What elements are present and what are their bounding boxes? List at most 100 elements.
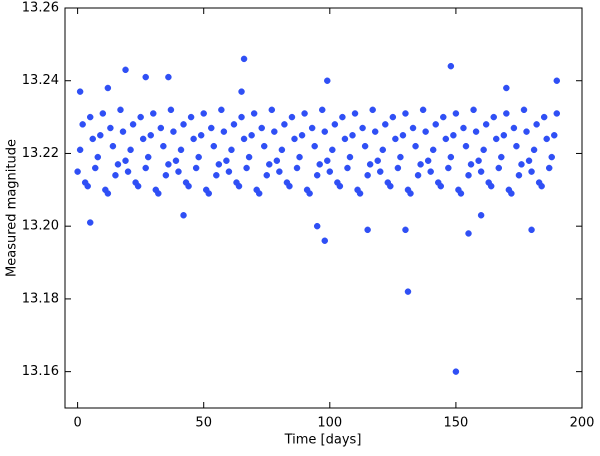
point xyxy=(402,110,409,117)
point xyxy=(213,172,220,179)
point xyxy=(298,132,306,139)
point xyxy=(472,128,480,135)
point xyxy=(455,186,462,194)
point xyxy=(268,106,276,114)
point xyxy=(92,164,99,172)
point xyxy=(114,161,122,168)
point xyxy=(397,153,404,161)
point xyxy=(132,179,139,186)
point xyxy=(127,146,134,154)
point xyxy=(442,135,450,143)
point xyxy=(394,164,402,172)
point xyxy=(324,77,331,84)
point xyxy=(477,212,485,219)
x-tick-label: 0 xyxy=(73,416,81,431)
point xyxy=(202,186,210,194)
x-tick-label: 200 xyxy=(570,416,595,431)
point xyxy=(293,164,301,172)
point xyxy=(505,186,513,194)
point xyxy=(160,142,167,150)
point xyxy=(384,179,392,186)
point xyxy=(530,146,538,154)
point xyxy=(238,113,245,121)
point xyxy=(520,106,528,114)
point xyxy=(480,146,487,154)
point xyxy=(551,132,558,139)
point xyxy=(392,135,399,143)
point xyxy=(303,186,311,194)
point xyxy=(495,164,503,172)
point xyxy=(447,62,455,70)
point xyxy=(553,110,561,117)
point xyxy=(266,161,273,168)
point xyxy=(475,157,482,164)
point xyxy=(366,161,374,168)
point xyxy=(513,142,520,150)
point xyxy=(346,153,354,161)
point xyxy=(76,146,84,154)
point xyxy=(97,132,104,139)
point xyxy=(341,135,349,143)
point xyxy=(283,179,291,186)
point xyxy=(167,106,175,114)
point xyxy=(190,135,197,143)
point xyxy=(142,73,149,81)
point xyxy=(144,153,152,161)
point xyxy=(208,124,215,132)
point xyxy=(364,172,371,179)
point xyxy=(533,121,540,128)
point xyxy=(445,164,452,172)
point xyxy=(379,146,387,154)
point xyxy=(465,230,472,237)
point xyxy=(250,110,258,117)
point xyxy=(109,142,117,150)
point xyxy=(112,172,119,179)
point xyxy=(452,110,460,117)
point xyxy=(412,142,419,150)
point xyxy=(281,121,288,128)
point xyxy=(248,132,255,139)
point xyxy=(351,110,359,117)
point xyxy=(291,135,298,143)
point xyxy=(225,168,233,175)
point xyxy=(152,186,160,194)
plot-frame xyxy=(64,7,583,409)
y-tick-label: 13.16 xyxy=(22,364,59,379)
point xyxy=(157,124,165,132)
point xyxy=(177,146,185,154)
point xyxy=(414,172,422,179)
point xyxy=(369,106,376,114)
point xyxy=(326,168,334,175)
point xyxy=(553,77,561,84)
point xyxy=(301,110,308,117)
point xyxy=(94,153,102,161)
point xyxy=(228,146,235,154)
y-tick-label: 13.18 xyxy=(22,291,59,306)
point xyxy=(240,135,248,143)
point xyxy=(223,157,230,164)
point xyxy=(515,172,523,179)
point xyxy=(263,172,271,179)
point xyxy=(510,124,518,132)
x-tick-label: 50 xyxy=(195,416,212,431)
point xyxy=(409,124,417,132)
point xyxy=(137,113,144,121)
point xyxy=(331,121,339,128)
point xyxy=(465,172,472,179)
point xyxy=(374,157,381,164)
point xyxy=(122,66,129,74)
point xyxy=(220,128,228,135)
point xyxy=(165,161,172,168)
point xyxy=(429,146,437,154)
point xyxy=(117,106,124,114)
point xyxy=(147,132,154,139)
point xyxy=(316,161,323,168)
point xyxy=(389,113,397,121)
point xyxy=(371,128,379,135)
point xyxy=(104,84,112,92)
point xyxy=(288,113,296,121)
point xyxy=(276,168,283,175)
point xyxy=(447,153,455,161)
point xyxy=(218,106,225,114)
